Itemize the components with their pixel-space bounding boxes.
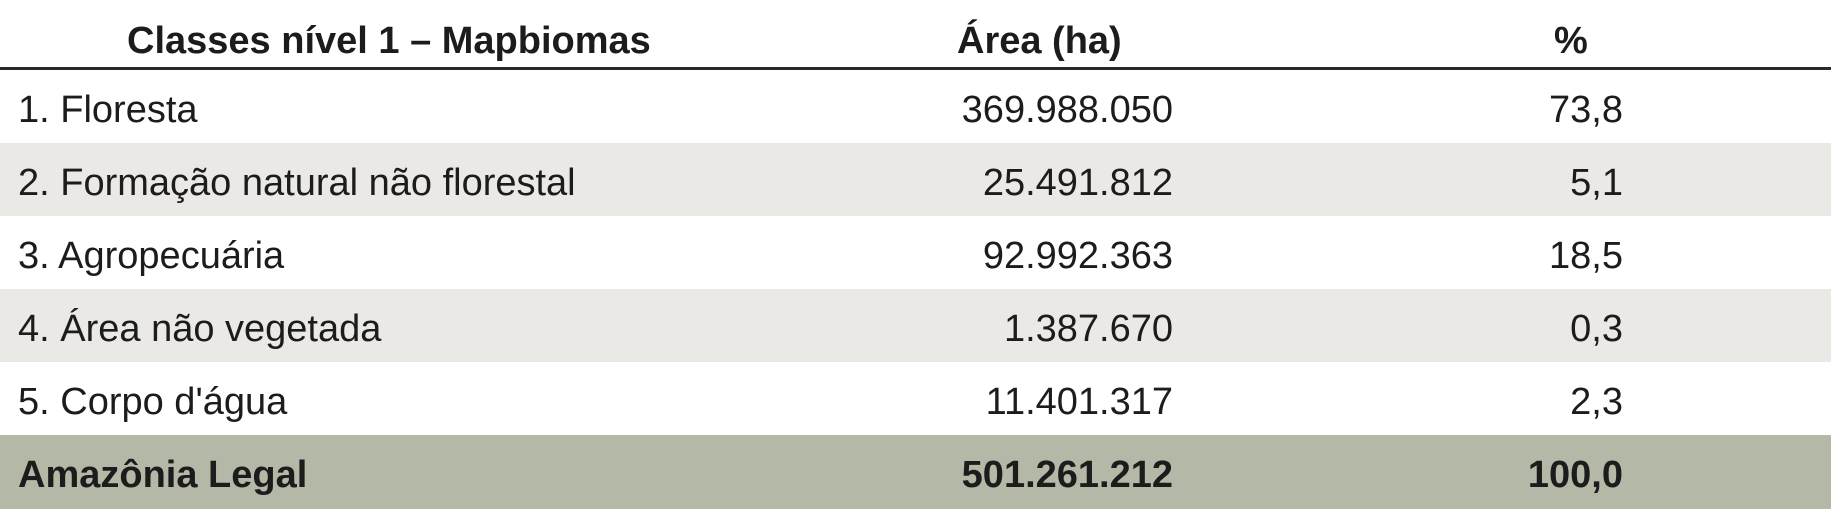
row-class: 1. Floresta xyxy=(18,89,198,131)
row-area: 1.387.670 xyxy=(1003,308,1173,350)
row-area: 11.401.317 xyxy=(985,381,1173,423)
row-area: 92.992.363 xyxy=(982,235,1173,277)
row-class: 2. Formação natural não florestal xyxy=(18,162,576,204)
row-area: 25.491.812 xyxy=(982,162,1173,204)
row-percent: 73,8 xyxy=(1549,89,1623,131)
table-row: 1. Floresta 369.988.050 73,8 xyxy=(0,70,1831,143)
total-row: Amazônia Legal 501.261.212 100,0 xyxy=(0,435,1831,509)
row-class: 4. Área não vegetada xyxy=(18,308,382,350)
table-header: Classes nível 1 – Mapbiomas Área (ha) % xyxy=(0,0,1831,70)
header-class: Classes nível 1 – Mapbiomas xyxy=(127,20,651,62)
table-row: 3. Agropecuária 92.992.363 18,5 xyxy=(0,216,1831,289)
header-percent: % xyxy=(1554,20,1588,62)
land-cover-table: Classes nível 1 – Mapbiomas Área (ha) % … xyxy=(0,0,1831,509)
row-percent: 0,3 xyxy=(1570,308,1623,350)
total-percent: 100,0 xyxy=(1527,454,1623,496)
row-area: 369.988.050 xyxy=(961,89,1173,131)
total-area: 501.261.212 xyxy=(961,454,1173,496)
header-area: Área (ha) xyxy=(957,20,1122,62)
total-label: Amazônia Legal xyxy=(18,454,308,496)
row-percent: 2,3 xyxy=(1570,381,1623,423)
row-percent: 18,5 xyxy=(1549,235,1623,277)
table-row: 2. Formação natural não florestal 25.491… xyxy=(0,143,1831,216)
table-row: 5. Corpo d'água 11.401.317 2,3 xyxy=(0,362,1831,435)
row-percent: 5,1 xyxy=(1570,162,1623,204)
table-row: 4. Área não vegetada 1.387.670 0,3 xyxy=(0,289,1831,362)
row-class: 3. Agropecuária xyxy=(18,235,285,277)
row-class: 5. Corpo d'água xyxy=(18,381,288,423)
